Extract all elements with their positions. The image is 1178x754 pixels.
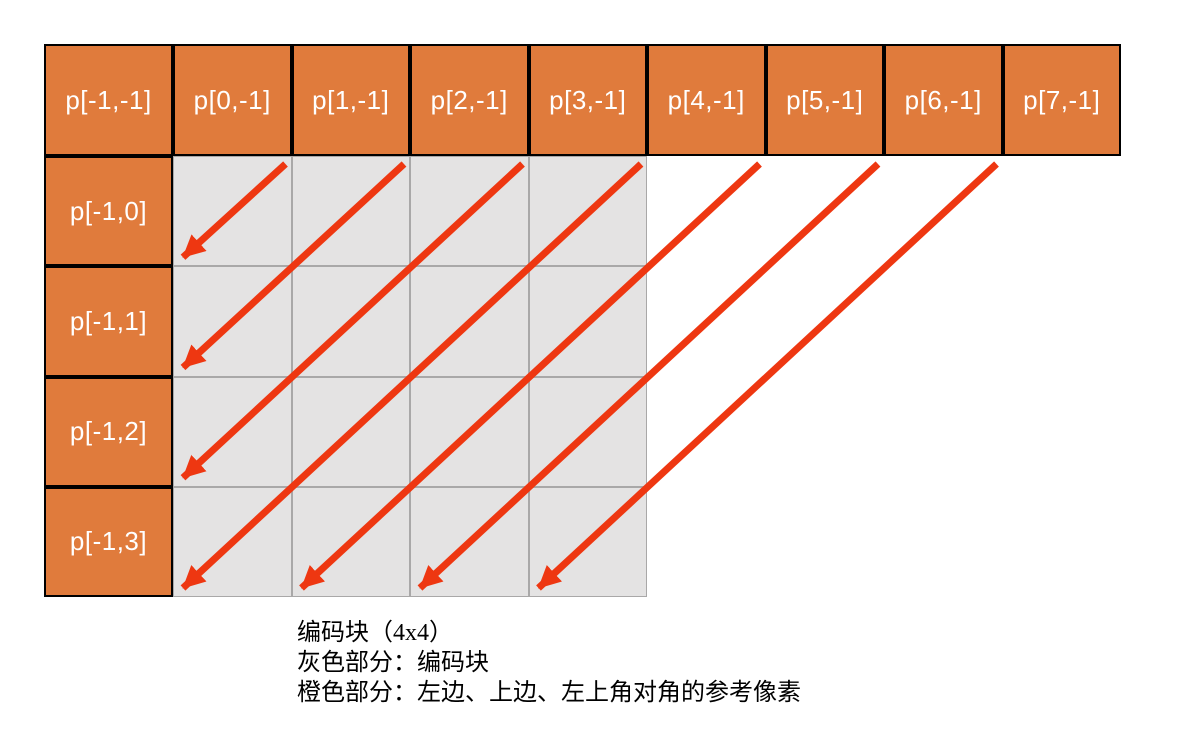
coding-block-cell <box>410 266 529 377</box>
coding-block-cell <box>528 156 647 267</box>
ref-pixel-cell-top: p[6,-1] <box>884 44 1003 156</box>
ref-pixel-cell-top: p[0,-1] <box>173 44 292 156</box>
coding-block-cell <box>173 486 292 597</box>
ref-pixel-cell-left: p[-1,1] <box>44 266 173 377</box>
ref-pixel-cell-top: p[2,-1] <box>410 44 529 156</box>
coding-block-grid <box>173 156 647 597</box>
coding-block-cell <box>410 156 529 267</box>
ref-pixel-cell-top: p[5,-1] <box>765 44 884 156</box>
ref-pixel-cell-top: p[4,-1] <box>647 44 766 156</box>
coding-block-cell <box>410 376 529 487</box>
caption-line-gray-legend: 灰色部分：编码块 <box>297 650 489 676</box>
reference-pixels-left-column: p[-1,0] p[-1,1] p[-1,2] p[-1,3] <box>44 156 173 597</box>
coding-block-cell <box>173 266 292 377</box>
ref-pixel-cell-left: p[-1,3] <box>44 486 173 597</box>
coding-block-cell <box>291 266 410 377</box>
reference-pixels-top-row: p[-1,-1] p[0,-1] p[1,-1] p[2,-1] p[3,-1] p[4,… <box>44 44 1121 156</box>
ref-pixel-cell-top: p[-1,-1] <box>44 44 173 156</box>
coding-block-cell <box>291 486 410 597</box>
ref-pixel-cell-top: p[7,-1] <box>1002 44 1121 156</box>
coding-block-cell <box>291 156 410 267</box>
ref-pixel-cell-left: p[-1,0] <box>44 156 173 267</box>
coding-block-cell <box>528 486 647 597</box>
coding-block-cell <box>173 156 292 267</box>
ref-pixel-cell-left: p[-1,2] <box>44 376 173 487</box>
coding-block-cell <box>528 376 647 487</box>
ref-pixel-cell-top: p[3,-1] <box>528 44 647 156</box>
coding-block-cell <box>528 266 647 377</box>
coding-block-cell <box>410 486 529 597</box>
caption: 编码块（4x4） 灰色部分：编码块 橙色部分：左边、上边、左上角对角的参考像素 <box>297 618 801 708</box>
caption-line-orange-legend: 橙色部分：左边、上边、左上角对角的参考像素 <box>297 680 801 706</box>
coding-block-cell <box>291 376 410 487</box>
coding-block-cell <box>173 376 292 487</box>
ref-pixel-cell-top: p[1,-1] <box>291 44 410 156</box>
caption-line-block-size: 编码块（4x4） <box>297 620 453 646</box>
